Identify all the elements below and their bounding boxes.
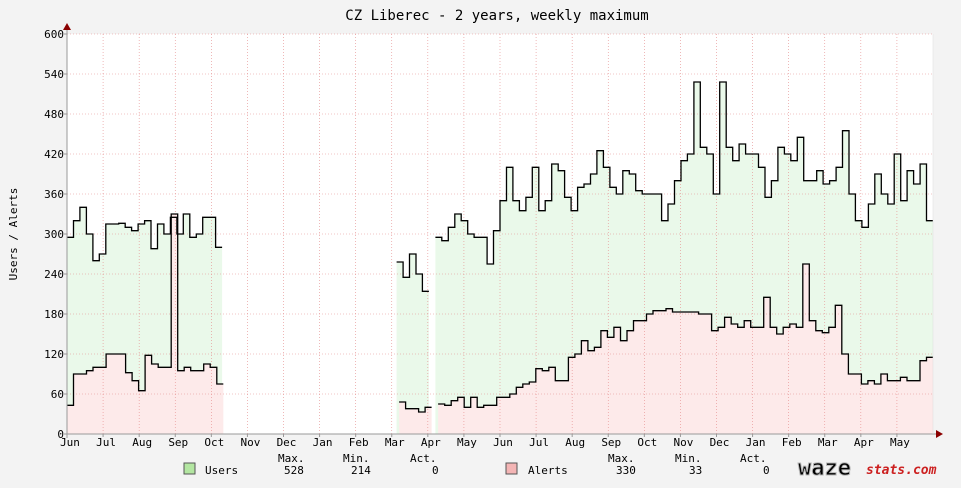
legend-label-alerts: Alerts	[528, 464, 568, 477]
y-axis-label: Users / Alerts	[7, 188, 20, 281]
y-tick-label-6: 360	[44, 188, 64, 201]
wazestats-logo: waze stats.com	[798, 456, 937, 482]
x-tick-label-11: May	[457, 436, 477, 449]
legend-header-min-alerts: Min.	[675, 452, 702, 465]
legend-act-users: 0	[432, 464, 439, 477]
y-tick-label-9: 540	[44, 68, 64, 81]
y-tick-label-1: 60	[51, 388, 64, 401]
legend-act-alerts: 0	[763, 464, 770, 477]
x-tick-label-17: Nov	[673, 436, 693, 449]
y-tick-label-2: 120	[44, 348, 64, 361]
y-tick-labels: 0 60 120 180 240 300 360 420 480 540 600	[44, 28, 64, 441]
x-tick-label-15: Sep	[601, 436, 621, 449]
y-axis-arrow	[63, 23, 71, 30]
x-tick-label-1: Jul	[96, 436, 116, 449]
legend-swatch-alerts	[505, 462, 518, 475]
x-tick-label-6: Dec	[277, 436, 297, 449]
x-tick-label-14: Aug	[565, 436, 585, 449]
x-tick-label-5: Nov	[240, 436, 260, 449]
legend-header-max-users: Max.	[278, 452, 305, 465]
series-0-line-1	[396, 253, 429, 292]
logo-stats-text: stats.com	[866, 463, 937, 478]
legend-label-users: Users	[205, 464, 238, 477]
x-tick-label-18: Dec	[710, 436, 730, 449]
x-axis-arrow	[936, 430, 943, 438]
x-tick-label-9: Mar	[385, 436, 405, 449]
logo-waze-text: waze	[798, 456, 851, 481]
x-tick-label-21: Mar	[818, 436, 838, 449]
legend-header-act-alerts: Act.	[740, 452, 767, 465]
x-tick-label-19: Jan	[746, 436, 766, 449]
x-tick-label-13: Jul	[529, 436, 549, 449]
series-1-area-1	[399, 402, 432, 434]
x-tick-label-22: Apr	[854, 436, 874, 449]
x-tick-label-10: Apr	[421, 436, 441, 449]
chart-title: CZ Liberec - 2 years, weekly maximum	[345, 8, 648, 24]
y-tick-label-4: 240	[44, 268, 64, 281]
x-tick-label-16: Oct	[637, 436, 657, 449]
series-0-area-1	[396, 254, 429, 434]
x-tick-label-7: Jan	[313, 436, 333, 449]
series-1-line-1	[399, 401, 432, 413]
x-tick-label-12: Jun	[493, 436, 513, 449]
series-lines	[67, 81, 933, 413]
legend-min-users: 214	[351, 464, 371, 477]
legend-swatch-users	[183, 462, 196, 475]
y-tick-label-8: 480	[44, 108, 64, 121]
y-tick-label-5: 300	[44, 228, 64, 241]
x-tick-label-20: Feb	[782, 436, 802, 449]
legend-header-min-users: Min.	[343, 452, 370, 465]
x-tick-label-23: May	[890, 436, 910, 449]
legend: Max. Min. Act. Max. Min. Act. Users 528 …	[183, 452, 770, 477]
series-0-line-0	[67, 206, 223, 262]
legend-max-alerts: 330	[616, 464, 636, 477]
x-tick-label-3: Sep	[168, 436, 188, 449]
y-tick-label-10: 600	[44, 28, 64, 41]
series-0-line-2	[435, 81, 933, 265]
y-tick-label-0: 0	[57, 428, 64, 441]
x-tick-label-8: Feb	[349, 436, 369, 449]
y-tick-label-3: 180	[44, 308, 64, 321]
x-tick-label-4: Oct	[204, 436, 224, 449]
y-tick-label-7: 420	[44, 148, 64, 161]
x-tick-label-0: Jun	[60, 436, 80, 449]
x-tick-label-2: Aug	[132, 436, 152, 449]
series-1-area-0	[67, 214, 224, 434]
x-tick-labels: Jun Jul Aug Sep Oct Nov Dec Jan Feb Mar Apr May Jun J…	[60, 436, 910, 449]
axes	[63, 23, 943, 438]
legend-header-max-alerts: Max.	[608, 452, 635, 465]
legend-header-act-users: Act.	[410, 452, 437, 465]
legend-max-users: 528	[284, 464, 304, 477]
series-1-line-2	[438, 263, 933, 408]
legend-min-alerts: 33	[689, 464, 702, 477]
series-1-line-0	[67, 213, 224, 406]
